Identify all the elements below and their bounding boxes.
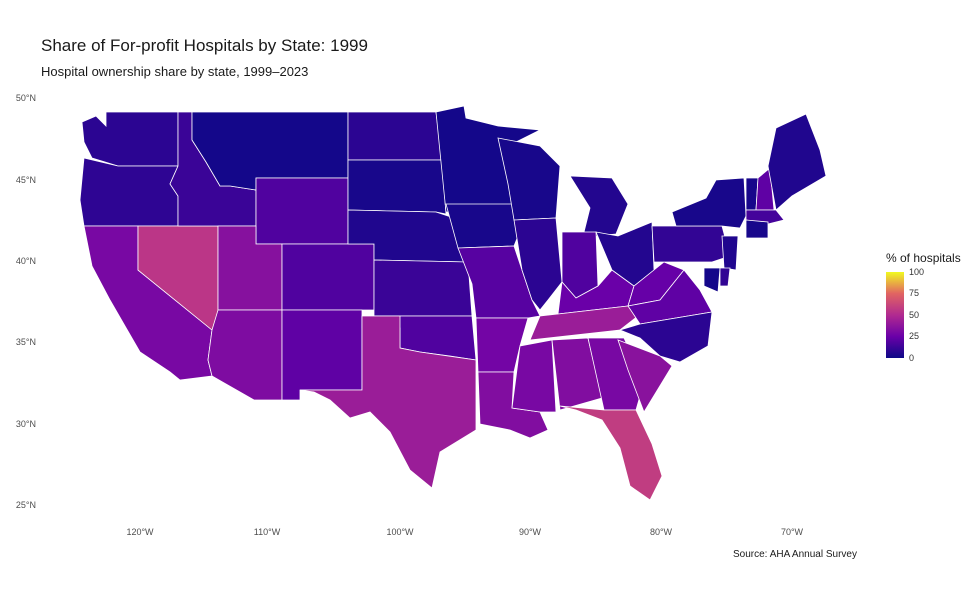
legend-title: % of hospitals xyxy=(886,251,961,265)
chart-title: Share of For-profit Hospitals by State: … xyxy=(41,36,368,55)
lat-tick-label: 30°N xyxy=(16,419,36,429)
lon-tick-label: 80°W xyxy=(650,527,673,537)
states-layer xyxy=(79,105,827,501)
state-fl xyxy=(559,405,663,501)
legend-tick-75: 75 xyxy=(909,288,920,298)
chart-subtitle: Hospital ownership share by state, 1999–… xyxy=(41,64,309,79)
lon-tick-label: 110°W xyxy=(254,527,281,537)
state-tx xyxy=(299,315,477,489)
state-md xyxy=(703,267,721,293)
legend-tick-0: 0 xyxy=(909,353,915,363)
lon-tick-label: 70°W xyxy=(781,527,804,537)
state-nm xyxy=(281,309,363,401)
lat-tick-label: 50°N xyxy=(16,93,36,103)
lat-tick-label: 25°N xyxy=(16,500,36,510)
lon-tick-label: 120°W xyxy=(126,527,154,537)
state-ny xyxy=(671,177,747,229)
state-tn xyxy=(529,305,639,341)
state-ar xyxy=(475,317,529,373)
legend-colorbar xyxy=(886,272,904,358)
state-il xyxy=(513,217,563,311)
chart-caption: Source: AHA Annual Survey xyxy=(733,549,857,560)
state-co xyxy=(281,243,375,311)
lat-tick-label: 45°N xyxy=(16,175,36,185)
state-nj xyxy=(721,235,739,271)
lat-tick-label: 35°N xyxy=(16,337,36,347)
state-wy xyxy=(255,177,349,245)
state-az xyxy=(207,309,283,401)
state-ks xyxy=(373,259,473,317)
state-mi xyxy=(569,175,629,237)
state-me xyxy=(767,113,827,211)
lon-tick-label: 90°W xyxy=(519,527,542,537)
state-or xyxy=(79,157,179,227)
axis-layer: 50°N 45°N 40°N 35°N 30°N 25°N 120°W 110°W 100°W 9… xyxy=(16,93,804,537)
state-sd xyxy=(347,159,447,215)
state-de xyxy=(719,267,731,287)
state-nc xyxy=(618,311,713,363)
state-nd xyxy=(347,111,443,161)
state-pa xyxy=(651,225,731,263)
lon-tick-label: 100°W xyxy=(386,527,414,537)
legend-tick-50: 50 xyxy=(909,310,920,320)
state-la xyxy=(477,371,549,439)
state-ia xyxy=(445,203,523,249)
state-ms xyxy=(511,339,557,413)
legend-tick-25: 25 xyxy=(909,331,920,341)
state-sc xyxy=(617,339,673,413)
lat-tick-label: 40°N xyxy=(16,256,36,266)
state-wa xyxy=(81,111,179,167)
legend-tick-100: 100 xyxy=(909,267,925,277)
state-mo xyxy=(457,245,541,319)
state-ct xyxy=(745,219,769,239)
